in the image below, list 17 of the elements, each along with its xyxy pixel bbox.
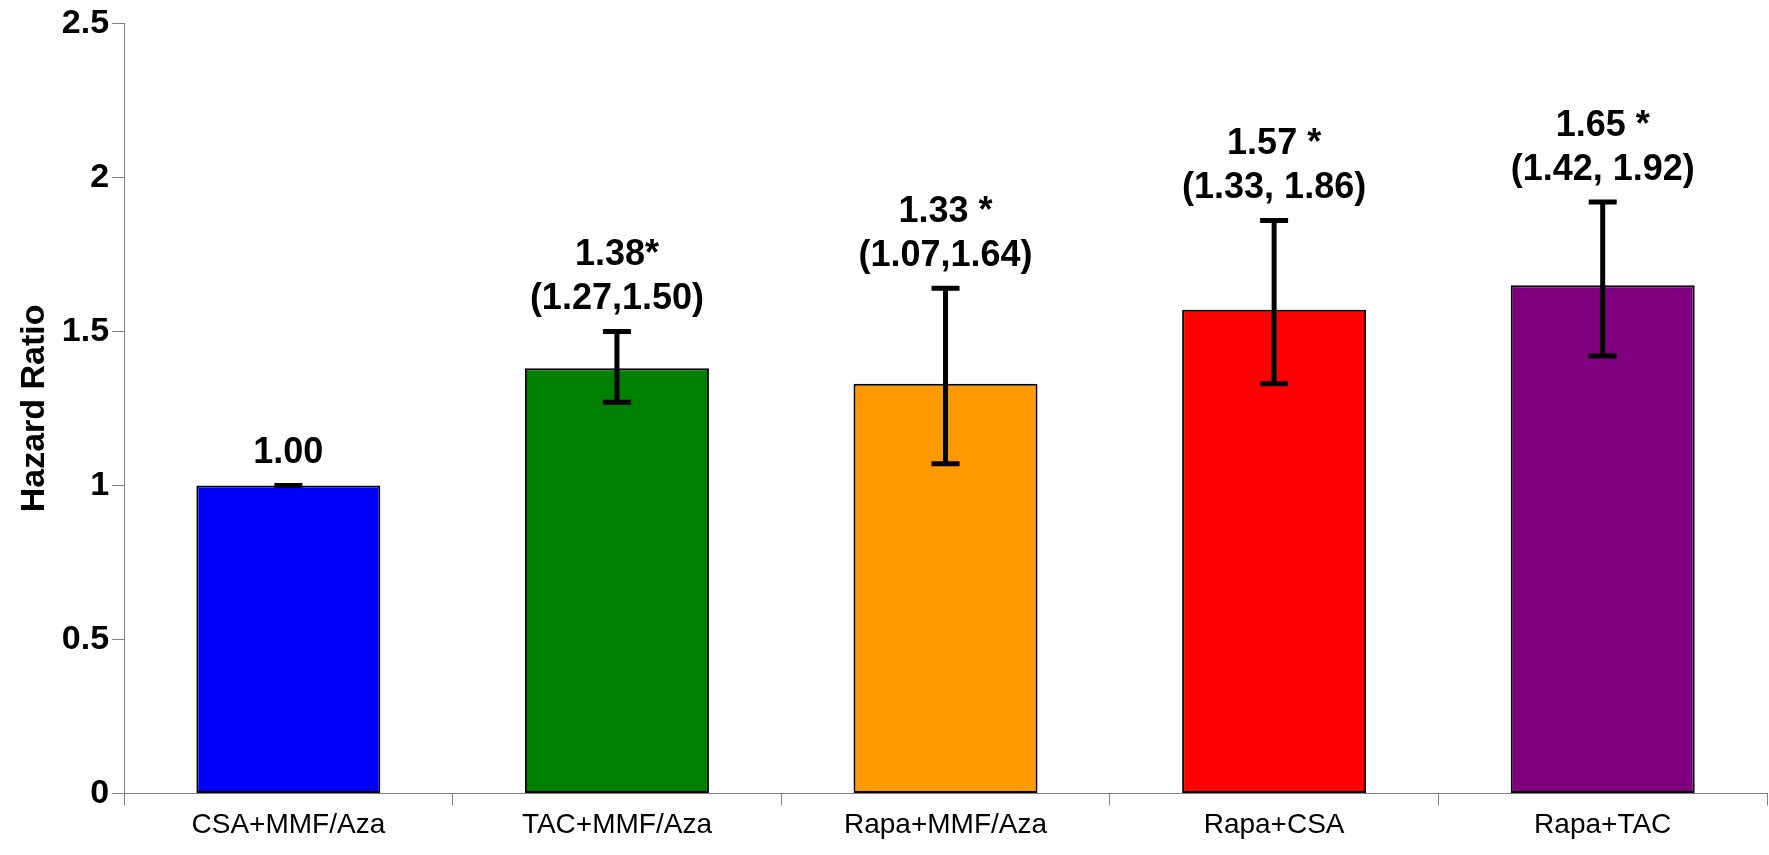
y-axis-title: Hazard Ratio bbox=[12, 304, 51, 513]
y-tick-label: 1.5 bbox=[61, 309, 110, 348]
y-tick-label: 2.5 bbox=[61, 1, 110, 40]
y-tick-label: 0.5 bbox=[61, 617, 110, 656]
y-tick-label: 2 bbox=[90, 155, 110, 194]
data-label: 1.65 * (1.42, 1.92) bbox=[1510, 102, 1695, 188]
data-label: 1.33 * (1.07,1.64) bbox=[858, 189, 1033, 275]
y-tick-label: 0 bbox=[90, 771, 110, 810]
x-tick-label: Rapa+CSA bbox=[1203, 807, 1345, 839]
x-tick-label: Rapa+TAC bbox=[1534, 807, 1672, 839]
data-label: 1.38* (1.27,1.50) bbox=[529, 232, 705, 318]
x-tick-label: Rapa+MMF/Aza bbox=[843, 807, 1048, 839]
data-label: 1.00 bbox=[253, 430, 324, 472]
y-tick-label: 1 bbox=[90, 463, 110, 502]
x-tick-label: CSA+MMF/Aza bbox=[191, 807, 386, 839]
x-tick-label: TAC+MMF/Aza bbox=[521, 807, 713, 839]
data-label: 1.57 * (1.33, 1.86) bbox=[1182, 121, 1367, 207]
